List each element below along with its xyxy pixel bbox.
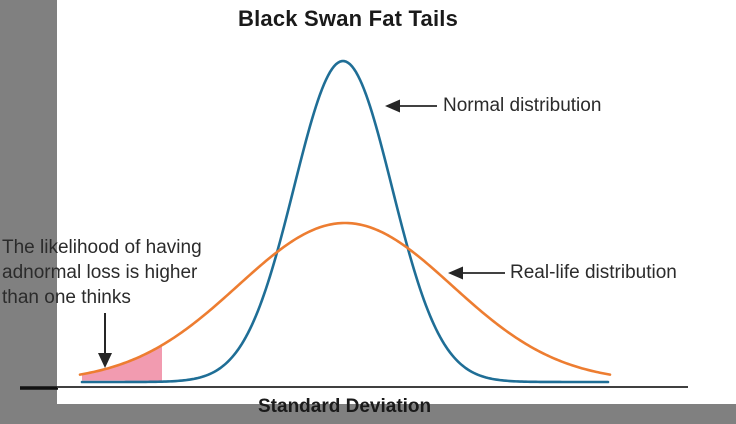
normal-curve	[80, 59, 610, 384]
fat-tail-fill	[82, 345, 162, 381]
real-label-arrow-head-icon	[448, 266, 463, 280]
tail-arrow-head-icon	[98, 353, 112, 368]
tail-annotation-line-1: The likelihood of having	[2, 237, 202, 258]
normal-label-arrow-head-icon	[385, 99, 400, 113]
real-life-curve	[78, 221, 612, 376]
chart-title: Black Swan Fat Tails	[238, 6, 459, 31]
tail-annotation: The likelihood of having adnormal loss i…	[2, 235, 202, 310]
tail-annotation-line-2: adnormal loss is higher	[2, 262, 198, 283]
real-life-distribution-label: Real-life distribution	[510, 262, 677, 283]
x-axis-label: Standard Deviation	[258, 396, 432, 417]
normal-distribution-label: Normal distribution	[443, 95, 602, 116]
tail-annotation-line-3: than one thinks	[2, 287, 131, 308]
